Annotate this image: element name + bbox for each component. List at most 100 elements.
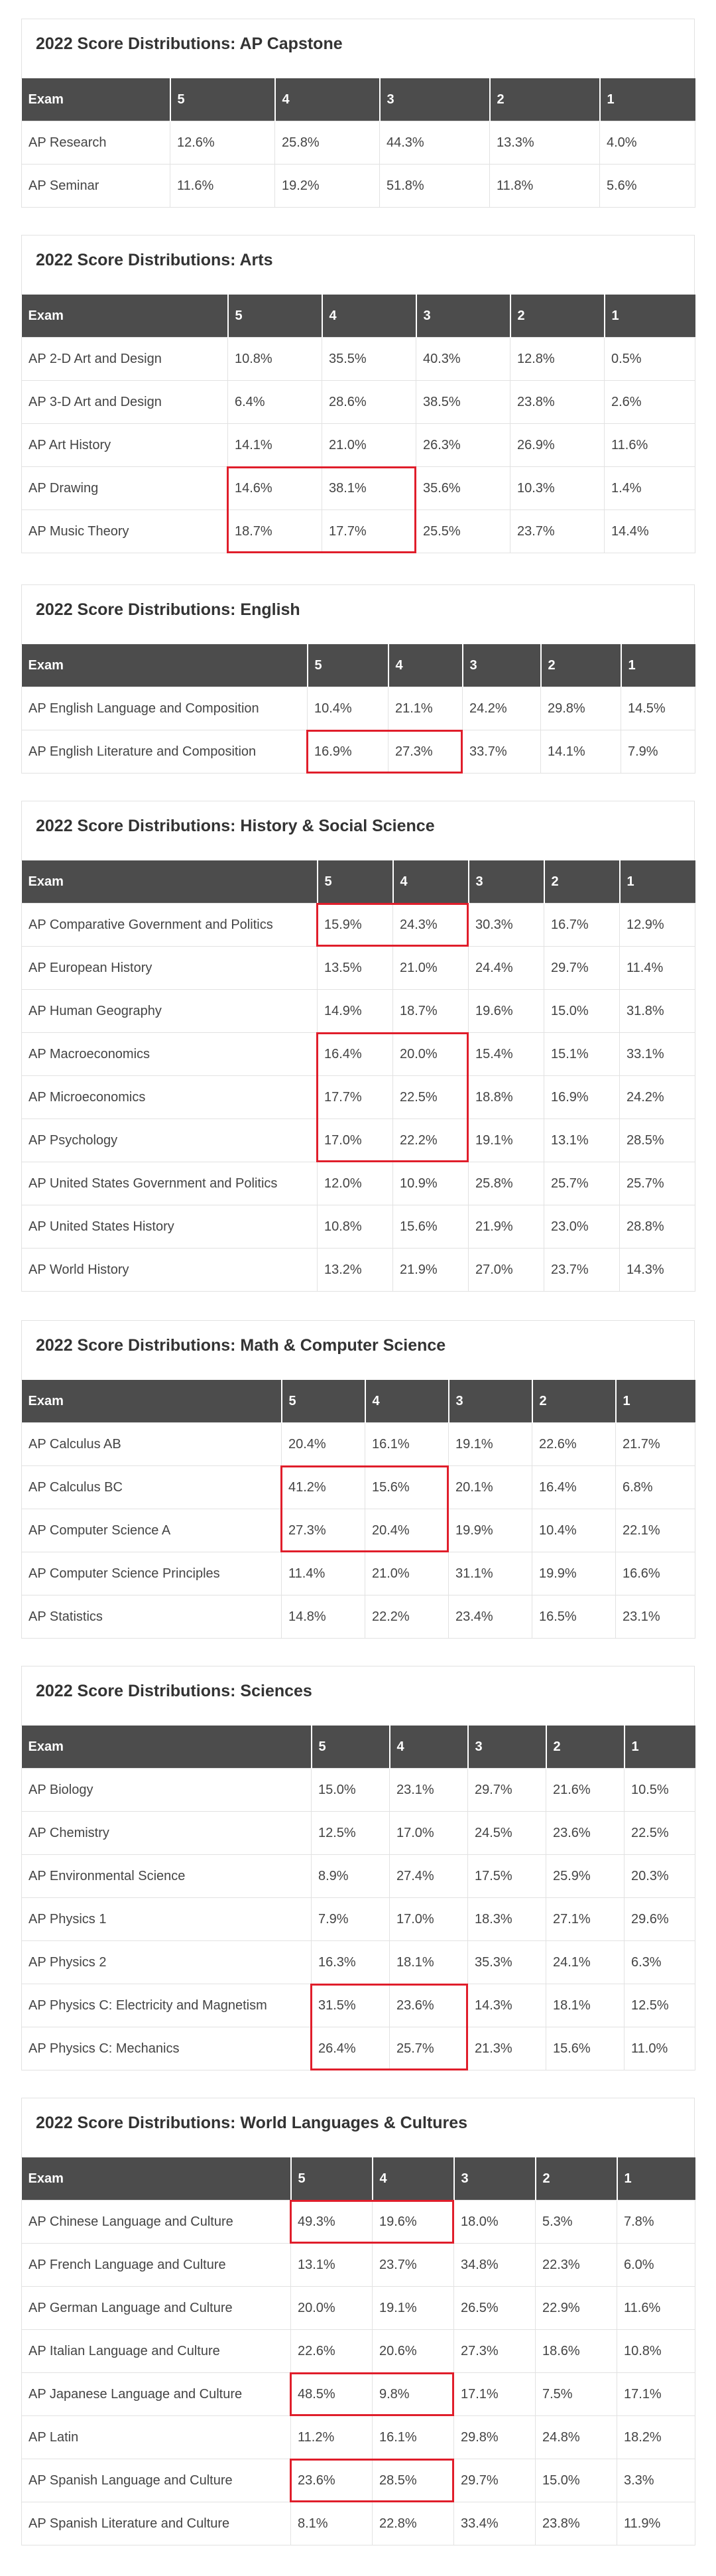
column-header-score-3: 3 (461, 644, 541, 687)
table-header-row: Exam 5 4 3 2 1 (21, 1726, 695, 1769)
score-percent-cell: 26.5% (453, 2286, 536, 2330)
score-percent-cell: 25.9% (546, 1854, 625, 1898)
score-percent-cell: 16.9% (544, 1075, 620, 1119)
exam-name-cell: AP United States History (21, 1205, 318, 1249)
score-percent-cell: 17.0% (317, 1119, 393, 1162)
exam-name-cell: AP English Literature and Composition (21, 730, 308, 774)
score-percent-cell: 17.7% (317, 1075, 393, 1119)
score-percent-cell: 27.3% (388, 730, 463, 774)
score-percent-cell: 16.1% (365, 1422, 449, 1466)
column-header-score-5: 5 (306, 644, 388, 687)
score-percent-cell: 18.2% (617, 2415, 695, 2459)
score-percent-cell: 18.1% (546, 1984, 625, 2027)
score-percent-cell: 31.5% (311, 1984, 390, 2027)
score-percent-cell: 27.0% (468, 1248, 544, 1292)
score-percent-cell: 5.3% (535, 2200, 617, 2244)
exam-name-cell: AP French Language and Culture (21, 2243, 291, 2287)
score-table: Exam 5 4 3 2 1 AP Chinese Language and Culture… (21, 2157, 695, 2545)
table-row: AP Human Geography 14.9% 18.7% 19.6% 15.0% 31… (21, 989, 695, 1033)
table-row: AP Drawing 14.6% 38.1% 35.6% 10.3% 1.4% (21, 466, 695, 510)
table-row: AP Art History 14.1% 21.0% 26.3% 26.9% 11.6% (21, 423, 695, 467)
score-percent-cell: 29.7% (467, 1768, 546, 1812)
score-percent-cell: 33.7% (462, 730, 541, 774)
score-percent-cell: 28.5% (619, 1119, 695, 1162)
section-card (21, 235, 695, 295)
score-percent-cell: 17.1% (453, 2372, 536, 2416)
table-header-row: Exam 5 4 3 2 1 (21, 295, 695, 338)
column-header-score-1: 1 (615, 1380, 695, 1423)
score-percent-cell: 34.8% (453, 2243, 536, 2287)
table-header-row: Exam 5 4 3 2 1 (21, 78, 695, 121)
score-percent-cell: 9.8% (372, 2372, 454, 2416)
score-percent-cell: 27.3% (281, 1509, 365, 1552)
exam-name-cell: AP Calculus AB (21, 1422, 282, 1466)
table-row: AP Computer Science A 27.3% 20.4% 19.9% 10.4… (21, 1509, 695, 1552)
exam-name-cell: AP Art History (21, 423, 228, 467)
exam-name-cell: AP Spanish Language and Culture (21, 2459, 291, 2502)
score-percent-cell: 19.2% (274, 164, 380, 208)
column-header-score-1: 1 (599, 78, 695, 121)
score-percent-cell: 0.5% (604, 337, 695, 381)
table-row: AP Italian Language and Culture 22.6% 20.6… (21, 2329, 695, 2373)
column-header-score-2: 2 (531, 1380, 616, 1423)
exam-name-cell: AP European History (21, 946, 318, 990)
score-percent-cell: 18.7% (392, 989, 469, 1033)
score-percent-cell: 19.9% (448, 1509, 532, 1552)
score-percent-cell: 31.1% (448, 1552, 532, 1595)
score-percent-cell: 13.3% (489, 121, 600, 165)
score-percent-cell: 16.4% (317, 1032, 393, 1076)
table-header-row: Exam 5 4 3 2 1 (21, 2157, 695, 2201)
score-percent-cell: 10.3% (510, 466, 605, 510)
table-row: AP Physics C: Electricity and Magnetism 3… (21, 1984, 695, 2027)
score-percent-cell: 16.1% (372, 2415, 454, 2459)
exam-name-cell: AP Latin (21, 2415, 291, 2459)
score-percent-cell: 12.5% (311, 1811, 390, 1855)
score-percent-cell: 25.7% (544, 1162, 620, 1205)
score-percent-cell: 11.4% (619, 946, 695, 990)
score-percent-cell: 6.4% (227, 380, 322, 424)
score-percent-cell: 22.3% (535, 2243, 617, 2287)
section-title: 2022 Score Distributions: Math & Compute… (36, 1336, 446, 1355)
table-row: AP Environmental Science 8.9% 27.4% 17.5% 25… (21, 1854, 695, 1898)
score-percent-cell: 29.6% (624, 1897, 695, 1941)
section-card (21, 1320, 695, 1381)
column-header-score-4: 4 (364, 1380, 449, 1423)
table-row: AP Microeconomics 17.7% 22.5% 18.8% 16.9% 24.… (21, 1075, 695, 1119)
score-percent-cell: 22.2% (365, 1595, 449, 1639)
table-row: AP 3-D Art and Design 6.4% 28.6% 38.5% 23.8%… (21, 380, 695, 424)
exam-name-cell: AP Drawing (21, 466, 228, 510)
table-header-row: Exam 5 4 3 2 1 (21, 644, 695, 687)
section-title: 2022 Score Distributions: World Language… (36, 2114, 468, 2132)
table-row: AP 2-D Art and Design 10.8% 35.5% 40.3% 12.8… (21, 337, 695, 381)
score-percent-cell: 14.1% (540, 730, 621, 774)
score-percent-cell: 20.1% (448, 1465, 532, 1509)
score-percent-cell: 11.8% (489, 164, 600, 208)
score-percent-cell: 25.7% (619, 1162, 695, 1205)
score-percent-cell: 21.9% (468, 1205, 544, 1249)
score-percent-cell: 15.0% (535, 2459, 617, 2502)
exam-name-cell: AP Italian Language and Culture (21, 2329, 291, 2373)
score-percent-cell: 23.8% (510, 380, 605, 424)
score-percent-cell: 10.8% (317, 1205, 393, 1249)
table-row: AP Spanish Literature and Culture 8.1% 22.… (21, 2502, 695, 2545)
score-percent-cell: 7.9% (621, 730, 695, 774)
column-header-score-4: 4 (274, 78, 380, 121)
score-percent-cell: 27.1% (546, 1897, 625, 1941)
score-percent-cell: 24.5% (467, 1811, 546, 1855)
score-table: Exam 5 4 3 2 1 AP Comparative Government and P… (21, 860, 695, 1292)
score-percent-cell: 38.5% (416, 380, 510, 424)
exam-name-cell: AP Physics C: Electricity and Magnetism (21, 1984, 312, 2027)
score-percent-cell: 14.8% (281, 1595, 365, 1639)
score-percent-cell: 2.6% (604, 380, 695, 424)
table-row: AP Chemistry 12.5% 17.0% 24.5% 23.6% 22.5% (21, 1811, 695, 1855)
exam-name-cell: AP Chinese Language and Culture (21, 2200, 291, 2244)
table-header-row: Exam 5 4 3 2 1 (21, 1380, 695, 1423)
table-row: AP Calculus BC 41.2% 15.6% 20.1% 16.4% 6.8% (21, 1465, 695, 1509)
score-percent-cell: 17.5% (467, 1854, 546, 1898)
score-percent-cell: 10.9% (392, 1162, 469, 1205)
score-percent-cell: 12.9% (619, 903, 695, 947)
score-percent-cell: 11.9% (617, 2502, 695, 2545)
score-percent-cell: 6.0% (617, 2243, 695, 2287)
score-percent-cell: 17.0% (389, 1897, 468, 1941)
score-percent-cell: 29.7% (544, 946, 620, 990)
